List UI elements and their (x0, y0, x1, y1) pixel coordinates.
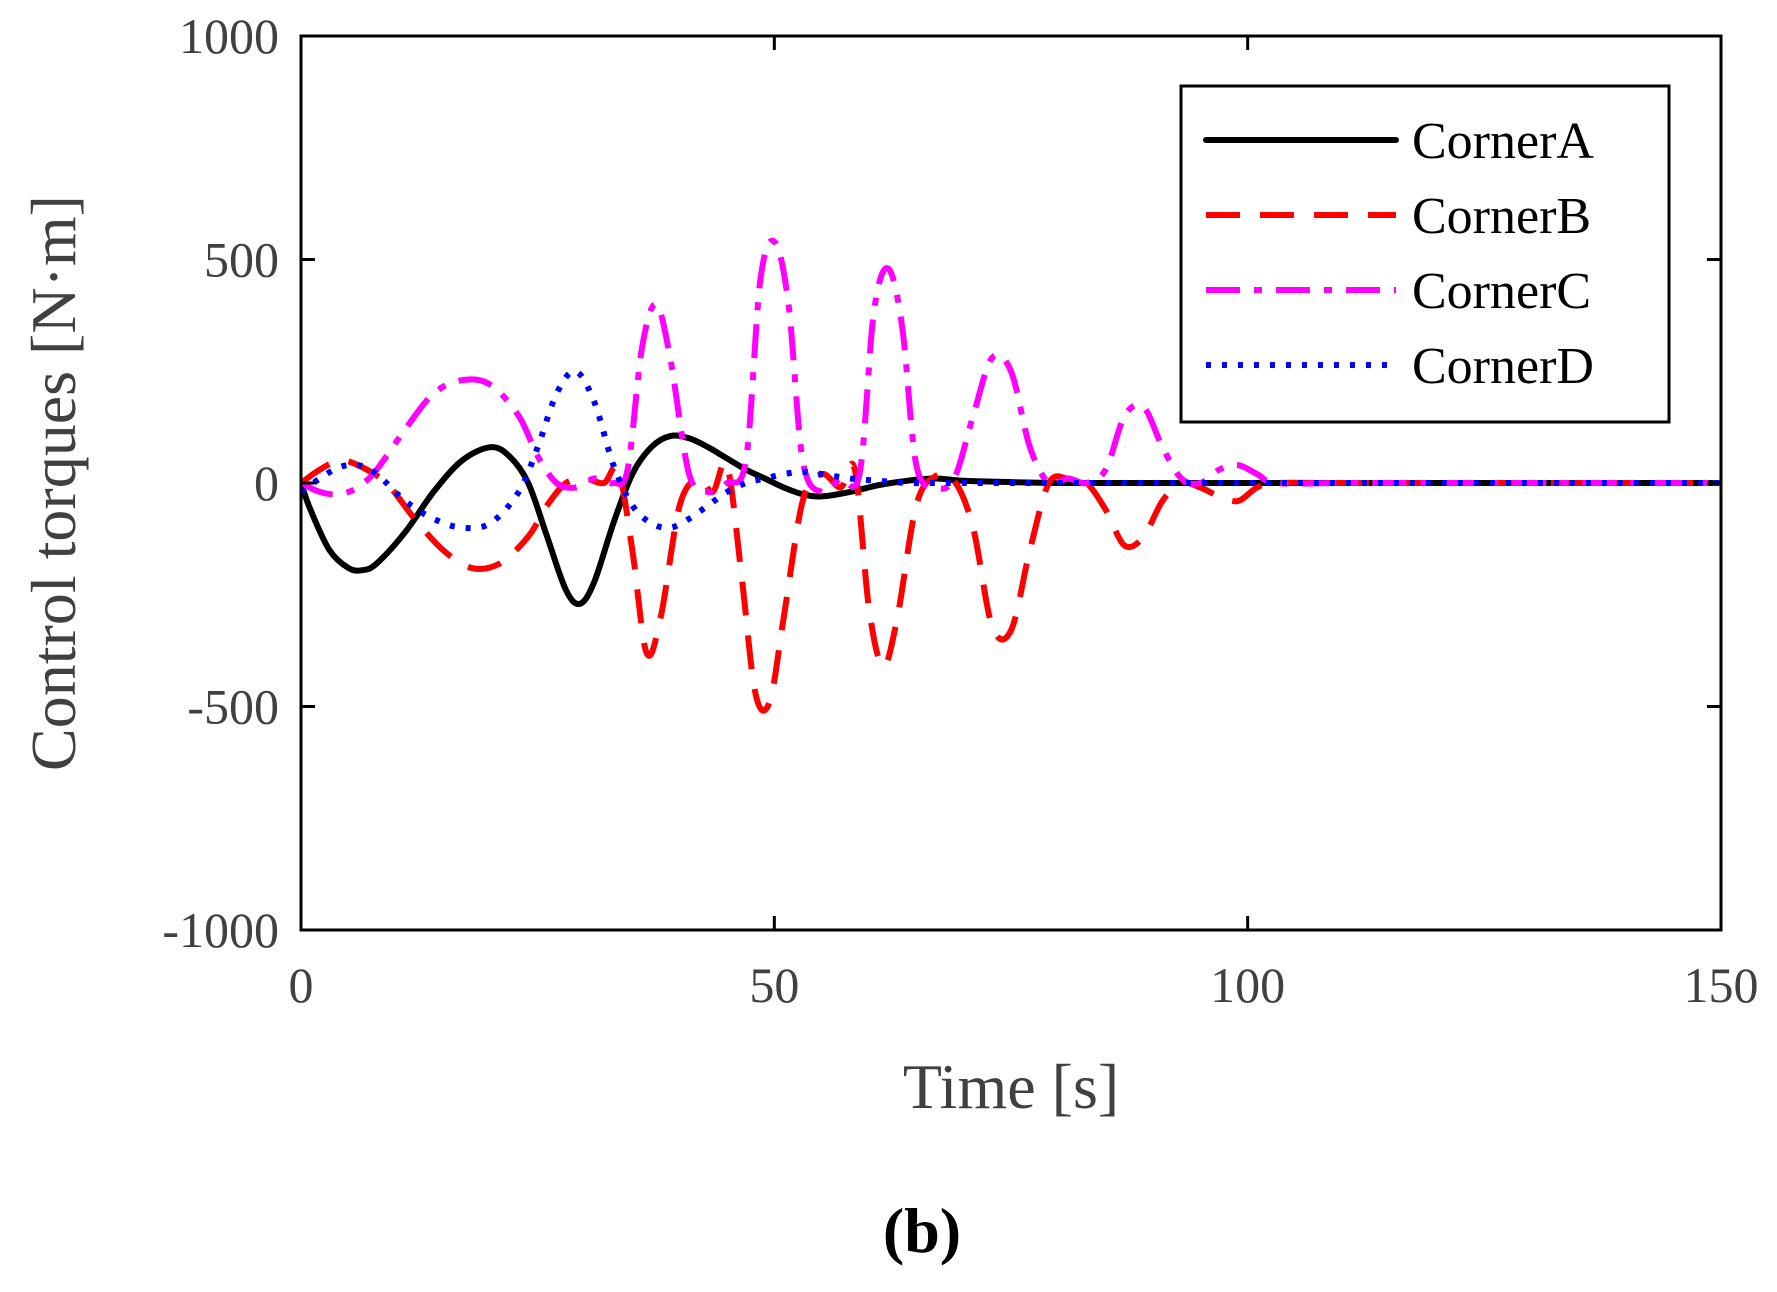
y-axis-label: Control torques [N·m] (18, 195, 89, 771)
series-layer (301, 237, 1721, 714)
legend: CornerA CornerB CornerC CornerD (1179, 84, 1671, 424)
x-tick-label: 50 (749, 957, 799, 1013)
x-tick-label: 150 (1684, 957, 1759, 1013)
legend-label-cornerc: CornerC (1412, 263, 1591, 320)
panel-label: (b) (883, 1195, 961, 1266)
series-line-cornerd (301, 368, 1721, 532)
series-line-cornerc (301, 237, 1721, 498)
tick-layer: 0 50 100 150 -1000 -500 0 500 1000 (162, 8, 1758, 1013)
legend-label-cornera: CornerA (1412, 113, 1594, 170)
y-tick-label: 0 (254, 455, 279, 511)
x-tick-label: 0 (289, 957, 314, 1013)
legend-label-cornerb: CornerB (1412, 188, 1591, 245)
legend-entries: CornerA CornerB CornerC CornerD (1203, 113, 1594, 395)
y-tick-label: 500 (204, 232, 279, 288)
x-tick-label: 100 (1210, 957, 1285, 1013)
y-tick-label: -1000 (162, 902, 279, 958)
x-axis-label: Time [s] (903, 1051, 1119, 1122)
y-tick-label: -500 (187, 679, 279, 735)
y-tick-label: 1000 (179, 8, 279, 64)
legend-label-cornerd: CornerD (1412, 338, 1594, 395)
